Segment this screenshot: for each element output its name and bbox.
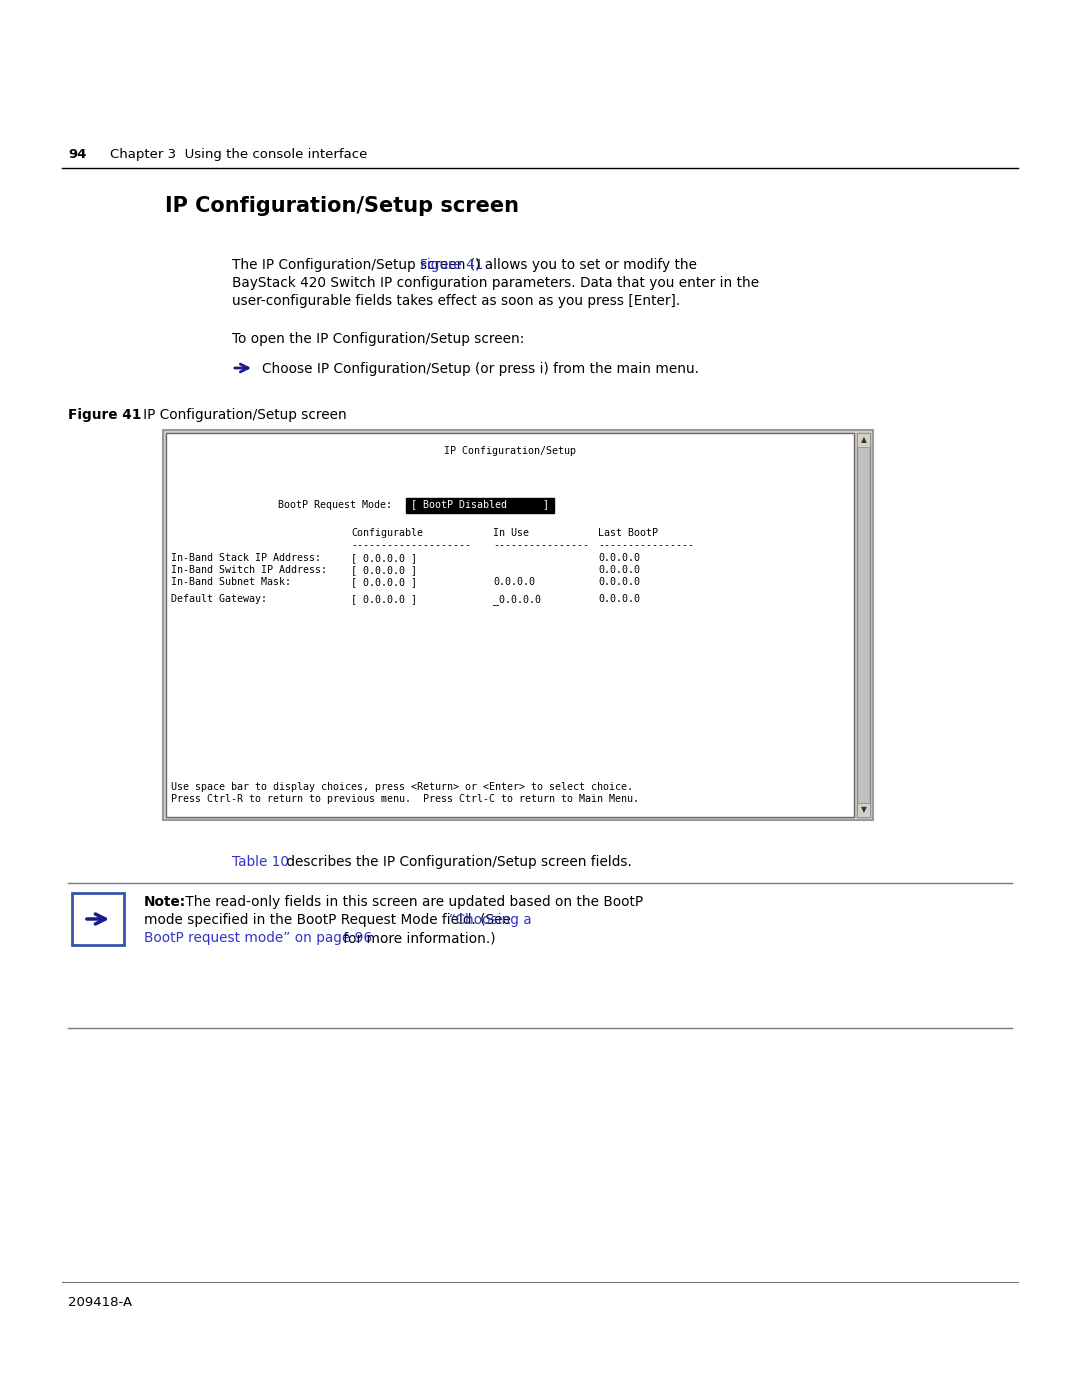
Text: [ BootP Disabled      ]: [ BootP Disabled ] xyxy=(411,499,549,509)
Text: ----------------: ---------------- xyxy=(598,541,694,550)
FancyBboxPatch shape xyxy=(163,430,873,820)
Text: IP Configuration/Setup: IP Configuration/Setup xyxy=(444,446,576,455)
FancyBboxPatch shape xyxy=(406,497,554,513)
FancyBboxPatch shape xyxy=(858,433,870,447)
Text: ----------------: ---------------- xyxy=(492,541,589,550)
Text: 0.0.0.0: 0.0.0.0 xyxy=(598,577,640,587)
FancyBboxPatch shape xyxy=(72,893,124,944)
Text: In-Band Subnet Mask:: In-Band Subnet Mask: xyxy=(171,577,291,587)
Text: [ 0.0.0.0 ]: [ 0.0.0.0 ] xyxy=(351,553,417,563)
Text: Use space bar to display choices, press <Return> or <Enter> to select choice.: Use space bar to display choices, press … xyxy=(171,782,633,792)
Text: Default Gateway:: Default Gateway: xyxy=(171,594,267,604)
Text: Figure 41: Figure 41 xyxy=(420,258,484,272)
Text: 0.0.0.0: 0.0.0.0 xyxy=(598,564,640,576)
Text: ▼: ▼ xyxy=(861,806,866,814)
Text: Last BootP: Last BootP xyxy=(598,528,658,538)
Text: mode specified in the BootP Request Mode field. (See: mode specified in the BootP Request Mode… xyxy=(144,914,515,928)
Text: Chapter 3  Using the console interface: Chapter 3 Using the console interface xyxy=(110,148,367,161)
Text: describes the IP Configuration/Setup screen fields.: describes the IP Configuration/Setup scr… xyxy=(282,855,632,869)
Text: The IP Configuration/Setup screen (: The IP Configuration/Setup screen ( xyxy=(232,258,475,272)
Text: 0.0.0.0: 0.0.0.0 xyxy=(598,553,640,563)
Text: _0.0.0.0: _0.0.0.0 xyxy=(492,594,541,605)
Text: user-configurable fields takes effect as soon as you press [Enter].: user-configurable fields takes effect as… xyxy=(232,293,680,307)
Text: In-Band Stack IP Address:: In-Band Stack IP Address: xyxy=(171,553,321,563)
Text: ) allows you to set or modify the: ) allows you to set or modify the xyxy=(475,258,697,272)
FancyBboxPatch shape xyxy=(858,433,870,817)
Text: The read-only fields in this screen are updated based on the BootP: The read-only fields in this screen are … xyxy=(181,895,643,909)
Text: [ 0.0.0.0 ]: [ 0.0.0.0 ] xyxy=(351,564,417,576)
Text: 0.0.0.0: 0.0.0.0 xyxy=(492,577,535,587)
Text: Choose IP Configuration/Setup (or press i) from the main menu.: Choose IP Configuration/Setup (or press … xyxy=(262,362,699,376)
Text: BootP Request Mode:: BootP Request Mode: xyxy=(278,500,392,510)
Text: 94: 94 xyxy=(68,148,86,161)
Text: BayStack 420 Switch IP configuration parameters. Data that you enter in the: BayStack 420 Switch IP configuration par… xyxy=(232,277,759,291)
Text: 209418-A: 209418-A xyxy=(68,1296,132,1309)
Text: BootP request mode” on page 96: BootP request mode” on page 96 xyxy=(144,930,372,944)
Text: Figure 41: Figure 41 xyxy=(68,408,141,422)
Text: [ 0.0.0.0 ]: [ 0.0.0.0 ] xyxy=(351,594,417,604)
Text: Press Ctrl-R to return to previous menu.  Press Ctrl-C to return to Main Menu.: Press Ctrl-R to return to previous menu.… xyxy=(171,793,639,805)
Text: IP Configuration/Setup screen: IP Configuration/Setup screen xyxy=(165,196,519,217)
Text: IP Configuration/Setup screen: IP Configuration/Setup screen xyxy=(130,408,347,422)
FancyBboxPatch shape xyxy=(858,803,870,817)
Text: Note:: Note: xyxy=(144,895,186,909)
Text: Table 10: Table 10 xyxy=(232,855,289,869)
Text: --------------------: -------------------- xyxy=(351,541,471,550)
Text: Configurable: Configurable xyxy=(351,528,423,538)
Text: In Use: In Use xyxy=(492,528,529,538)
Text: ▲: ▲ xyxy=(861,436,866,444)
Text: To open the IP Configuration/Setup screen:: To open the IP Configuration/Setup scree… xyxy=(232,332,525,346)
Text: In-Band Switch IP Address:: In-Band Switch IP Address: xyxy=(171,564,327,576)
Text: for more information.): for more information.) xyxy=(339,930,496,944)
FancyBboxPatch shape xyxy=(166,433,854,817)
Text: [ 0.0.0.0 ]: [ 0.0.0.0 ] xyxy=(351,577,417,587)
Text: “Choosing a: “Choosing a xyxy=(449,914,531,928)
Text: 0.0.0.0: 0.0.0.0 xyxy=(598,594,640,604)
